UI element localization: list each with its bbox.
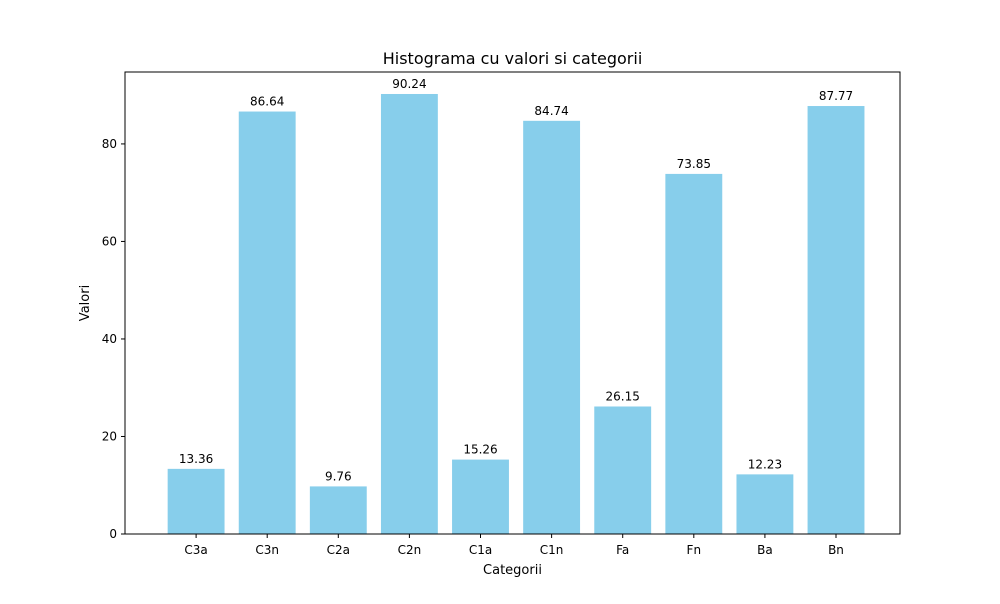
- y-tick-label: 40: [102, 332, 117, 346]
- x-tick-label: C1a: [469, 543, 492, 557]
- x-tick-label: Ba: [757, 543, 773, 557]
- x-tick-label: C3a: [184, 543, 207, 557]
- bar-c1a: [452, 459, 509, 534]
- value-label-c2n: 90.24: [392, 77, 426, 91]
- value-label-ba: 12.23: [748, 457, 782, 471]
- value-label-c2a: 9.76: [325, 469, 352, 483]
- value-label-fa: 26.15: [606, 389, 640, 403]
- bar-c2a: [309, 486, 367, 534]
- value-label-c1n: 84.74: [534, 104, 568, 118]
- bar-c1n: [523, 120, 581, 534]
- x-tick-label: C2n: [398, 543, 422, 557]
- bar-bn: [807, 106, 865, 534]
- x-tick-label: C3n: [255, 543, 279, 557]
- bar-c2n: [380, 93, 438, 535]
- bar-c3a: [167, 468, 225, 534]
- x-tick-label: Bn: [828, 543, 844, 557]
- bar-ba: [736, 474, 794, 534]
- y-axis-label: Valori: [78, 285, 93, 321]
- value-label-c3a: 13.36: [179, 452, 213, 466]
- x-tick-label: Fa: [616, 543, 629, 557]
- value-label-c3n: 86.64: [250, 95, 284, 109]
- y-tick-label: 20: [102, 429, 117, 443]
- x-axis-label: Categorii: [483, 563, 542, 578]
- y-tick-label: 60: [102, 234, 117, 248]
- chart-title: Histograma cu valori si categorii: [383, 49, 643, 68]
- plot-area-frame: [124, 71, 901, 535]
- bar-c3n: [238, 111, 296, 534]
- x-tick-label: C1n: [540, 543, 564, 557]
- y-axis-ticks: 0 20 40 60 80: [102, 137, 125, 541]
- value-label-c1a: 15.26: [463, 443, 497, 457]
- value-label-fn: 73.85: [677, 157, 711, 171]
- y-tick-label: 80: [102, 137, 117, 151]
- bar-fn: [665, 173, 723, 534]
- x-axis-ticks: C3a C3n C2a C2n C1a C1n Fa Fn Ba Bn: [184, 534, 844, 557]
- value-label-bn: 87.77: [819, 89, 853, 103]
- bars-group: [167, 93, 865, 535]
- x-tick-label: Fn: [687, 543, 702, 557]
- value-labels-group: 13.36 86.64 9.76 90.24 15.26 84.74 26.15 73.85 1…: [179, 77, 853, 483]
- bar-fa: [594, 406, 652, 534]
- x-tick-label: C2a: [327, 543, 350, 557]
- y-tick-label: 0: [109, 527, 117, 541]
